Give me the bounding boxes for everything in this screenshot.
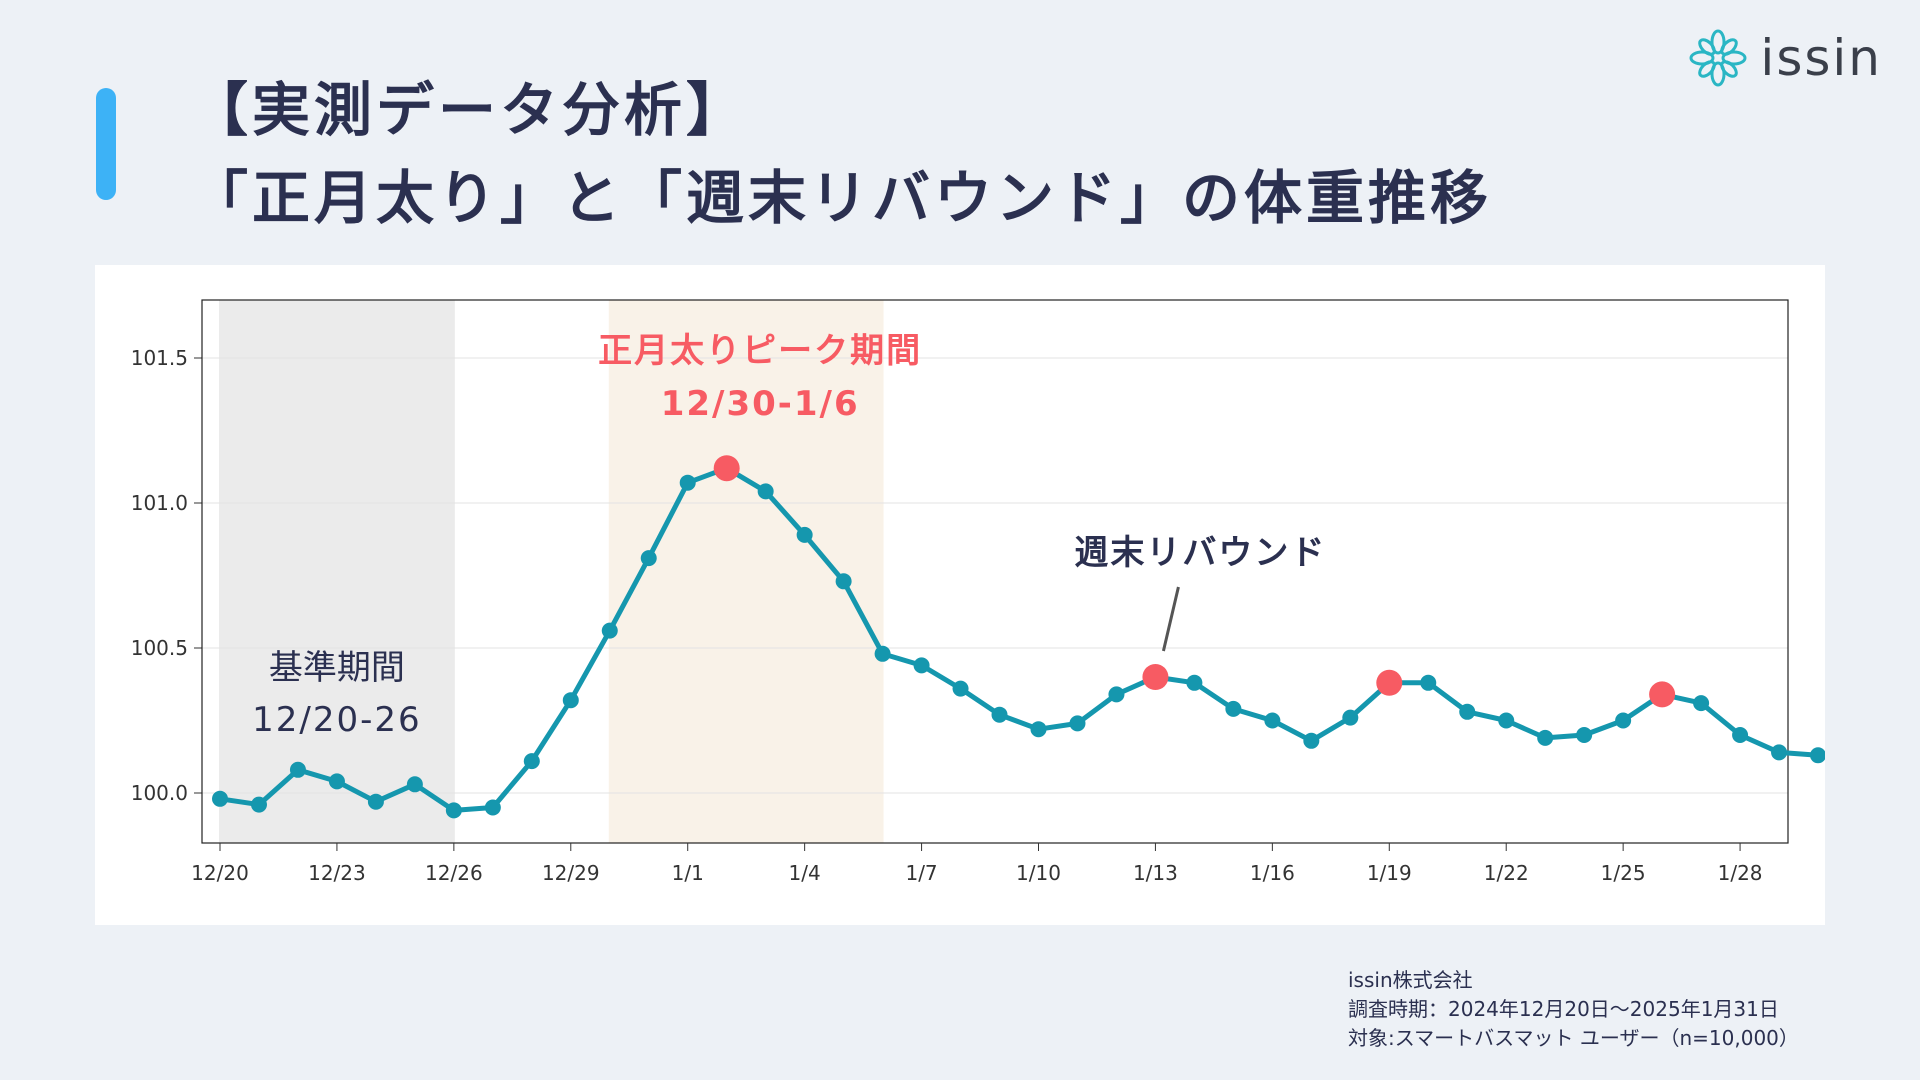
- data-point: [757, 483, 774, 500]
- weekend-rebound-label: 週末リバウンド: [1074, 533, 1326, 573]
- data-point: [1459, 703, 1476, 720]
- data-point: [1693, 695, 1710, 712]
- data-point: [1264, 712, 1281, 729]
- data-point: [991, 706, 1008, 723]
- leaf-star-icon: [1689, 29, 1747, 87]
- x-tick-label: 12/20: [191, 861, 249, 885]
- weight-line-chart: 100.0 100.5 101.0 101.5 12/20 12/23 12/26 12/29…: [131, 299, 1825, 885]
- x-tick-label: 12/29: [542, 861, 600, 885]
- baseline-label-line-1: 基準期間: [269, 648, 405, 688]
- data-point: [484, 799, 501, 816]
- data-point: [562, 692, 579, 709]
- title-line-1: 【実測データ分析】: [190, 76, 749, 144]
- x-tick-label: 12/26: [425, 861, 483, 885]
- y-tick-label: 100.0: [131, 781, 188, 805]
- data-point: [1576, 727, 1593, 743]
- data-point: [679, 474, 696, 491]
- highlight-point: [1142, 664, 1169, 690]
- logo-text: issin: [1760, 29, 1882, 87]
- x-tick-label: 1/1: [672, 861, 704, 885]
- data-point: [1537, 729, 1554, 746]
- data-point: [1303, 732, 1320, 749]
- highlight-point: [713, 455, 740, 482]
- data-point: [1732, 727, 1749, 743]
- x-tick-label: 1/25: [1601, 861, 1646, 885]
- data-point: [913, 657, 930, 674]
- data-point: [367, 793, 384, 810]
- y-tick-label: 100.5: [131, 636, 188, 660]
- data-point: [1069, 715, 1086, 732]
- x-tick-label: 1/7: [905, 861, 937, 885]
- data-point: [1771, 744, 1788, 761]
- footer-subject: 対象:スマートバスマット ユーザー（n=10,000）: [1348, 1026, 1799, 1050]
- title-line-2: 「正月太り」と「週末リバウンド」の体重推移: [190, 164, 1493, 232]
- x-tick-label: 1/22: [1484, 861, 1529, 885]
- data-point: [1342, 709, 1359, 726]
- data-point: [1225, 700, 1242, 717]
- x-tick-label: 1/19: [1367, 861, 1412, 885]
- x-tick-label: 1/16: [1250, 861, 1295, 885]
- brand-logo: issin: [1688, 28, 1882, 88]
- data-point: [1498, 712, 1515, 729]
- data-point: [835, 573, 852, 590]
- x-tick-label: 1/4: [789, 861, 821, 885]
- data-point: [289, 761, 306, 778]
- peak-label-line-1: 正月太りピーク期間: [598, 331, 922, 371]
- page-title: 【実測データ分析】 「正月太り」と「週末リバウンド」の体重推移: [190, 66, 1492, 242]
- data-point: [796, 526, 813, 543]
- data-point: [250, 796, 267, 813]
- data-point: [952, 680, 969, 697]
- baseline-label-line-2: 12/20-26: [252, 700, 422, 740]
- data-point: [445, 802, 462, 819]
- y-tick-label: 101.5: [131, 346, 188, 370]
- x-tick-label: 1/10: [1016, 861, 1061, 885]
- baseline-band: [219, 300, 455, 843]
- footer-company: issin株式会社: [1348, 968, 1473, 992]
- data-point: [523, 753, 540, 770]
- data-point: [1108, 686, 1125, 703]
- footer-period: 調査時期：2024年12月20日〜2025年1月31日: [1348, 997, 1779, 1021]
- data-point: [1810, 747, 1825, 764]
- data-point: [406, 776, 423, 793]
- data-point: [1186, 674, 1203, 691]
- data-point: [640, 550, 657, 567]
- x-tick-label: 1/28: [1718, 861, 1763, 885]
- chart-card: 100.0 100.5 101.0 101.5 12/20 12/23 12/26 12/29…: [95, 265, 1825, 925]
- y-tick-label: 101.0: [131, 491, 188, 515]
- plot-frame: [201, 299, 1789, 844]
- peak-band: [608, 300, 884, 843]
- weight-series-line: [219, 465, 1825, 813]
- x-tick-label: 1/13: [1133, 861, 1178, 885]
- x-tick-label: 12/23: [308, 861, 366, 885]
- data-point: [212, 790, 228, 807]
- annotation-pointer: [1161, 586, 1180, 652]
- data-point: [601, 622, 618, 639]
- title-accent-bar: [96, 88, 116, 200]
- data-point: [1615, 712, 1632, 729]
- data-point: [1420, 674, 1437, 691]
- data-point: [1030, 721, 1047, 738]
- source-notes: issin株式会社 調査時期：2024年12月20日〜2025年1月31日 対象…: [1348, 966, 1799, 1053]
- data-point: [328, 773, 345, 790]
- highlight-point: [1649, 681, 1676, 708]
- highlight-point: [1376, 669, 1403, 696]
- peak-label-line-2: 12/30-1/6: [661, 384, 860, 424]
- data-point: [874, 645, 891, 662]
